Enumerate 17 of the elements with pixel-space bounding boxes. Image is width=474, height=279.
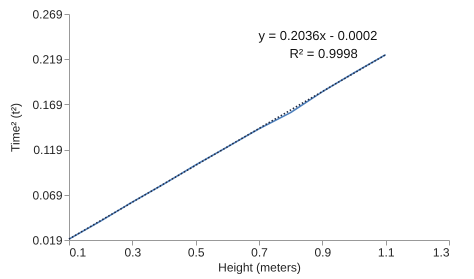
x-tick-label: 0.1 <box>70 246 87 260</box>
x-tick-label: 1.3 <box>432 246 450 260</box>
x-tick-label: 1.1 <box>378 246 395 260</box>
x-tick-label: 0.9 <box>314 246 332 260</box>
y-tick-label: 0.169 <box>32 98 63 112</box>
x-tick-label: 0.3 <box>124 246 142 260</box>
annotation: R² = 0.9998 <box>289 46 358 61</box>
annotation: y = 0.2036x - 0.0002 <box>258 28 378 43</box>
x-tick-label: 0.5 <box>188 246 205 260</box>
y-axis-title: Time² (t²) <box>8 103 22 152</box>
y-tick-label: 0.019 <box>32 234 63 248</box>
y-tick-label: 0.069 <box>32 188 63 202</box>
x-axis-title: Height (meters) <box>218 260 301 274</box>
y-tick-label: 0.269 <box>32 8 63 22</box>
x-tick-label: 0.7 <box>251 246 268 260</box>
y-tick-label: 0.219 <box>32 52 63 67</box>
y-tick-label: 0.119 <box>33 143 63 158</box>
